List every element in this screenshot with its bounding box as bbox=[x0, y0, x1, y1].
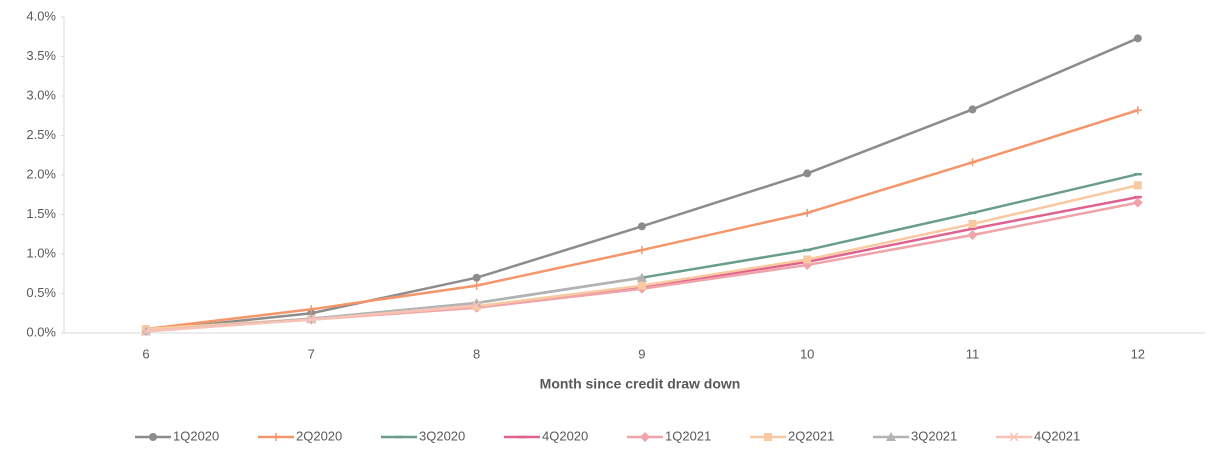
marker bbox=[968, 105, 977, 114]
legend-marker bbox=[764, 433, 772, 441]
marker bbox=[803, 169, 812, 178]
y-tick-label: 2.0% bbox=[26, 166, 56, 181]
legend-marker bbox=[1009, 432, 1019, 442]
x-tick-label: 8 bbox=[473, 346, 480, 361]
marker bbox=[803, 208, 812, 217]
series-line bbox=[145, 184, 1139, 331]
x-axis-label: Month since credit draw down bbox=[540, 376, 741, 392]
y-tick-label: 1.0% bbox=[26, 245, 56, 260]
x-tick-label: 9 bbox=[638, 346, 645, 361]
marker bbox=[637, 222, 646, 231]
marker bbox=[472, 300, 482, 310]
y-tick-label: 3.0% bbox=[26, 87, 56, 102]
legend-label: 1Q2020 bbox=[173, 428, 219, 443]
marker bbox=[1132, 197, 1143, 208]
marker bbox=[307, 305, 316, 314]
marker bbox=[968, 219, 977, 228]
legend-marker bbox=[886, 432, 896, 441]
x-tick-label: 7 bbox=[308, 346, 315, 361]
marker bbox=[141, 326, 151, 336]
legend-label: 1Q2021 bbox=[665, 428, 711, 443]
marker bbox=[472, 273, 481, 282]
legend-marker bbox=[640, 432, 650, 442]
marker bbox=[1133, 106, 1142, 115]
x-tick-label: 12 bbox=[1131, 346, 1145, 361]
legend-label: 2Q2020 bbox=[296, 428, 342, 443]
marker bbox=[1133, 181, 1142, 190]
legend-label: 4Q2021 bbox=[1034, 428, 1080, 443]
y-tick-label: 2.5% bbox=[26, 127, 56, 142]
marker bbox=[637, 246, 646, 255]
y-tick-label: 0.0% bbox=[26, 324, 56, 339]
marker bbox=[636, 272, 647, 282]
marker bbox=[967, 230, 978, 241]
legend-label: 3Q2021 bbox=[911, 428, 957, 443]
legend-label: 4Q2020 bbox=[542, 428, 588, 443]
y-tick-label: 1.5% bbox=[26, 206, 56, 221]
marker bbox=[1133, 34, 1142, 43]
x-tick-label: 11 bbox=[966, 346, 980, 361]
y-tick-label: 0.5% bbox=[26, 285, 56, 300]
marker bbox=[968, 158, 977, 167]
legend-marker bbox=[272, 433, 280, 441]
x-tick-label: 10 bbox=[800, 346, 814, 361]
marker bbox=[306, 315, 316, 325]
legend-marker bbox=[149, 433, 157, 441]
marker bbox=[803, 255, 812, 264]
y-tick-label: 3.5% bbox=[26, 48, 56, 63]
x-tick-label: 6 bbox=[142, 346, 149, 361]
y-tick-label: 4.0% bbox=[26, 8, 56, 23]
legend-label: 2Q2021 bbox=[788, 428, 834, 443]
legend-label: 3Q2020 bbox=[419, 428, 465, 443]
marker bbox=[472, 281, 481, 290]
marker bbox=[637, 281, 646, 290]
